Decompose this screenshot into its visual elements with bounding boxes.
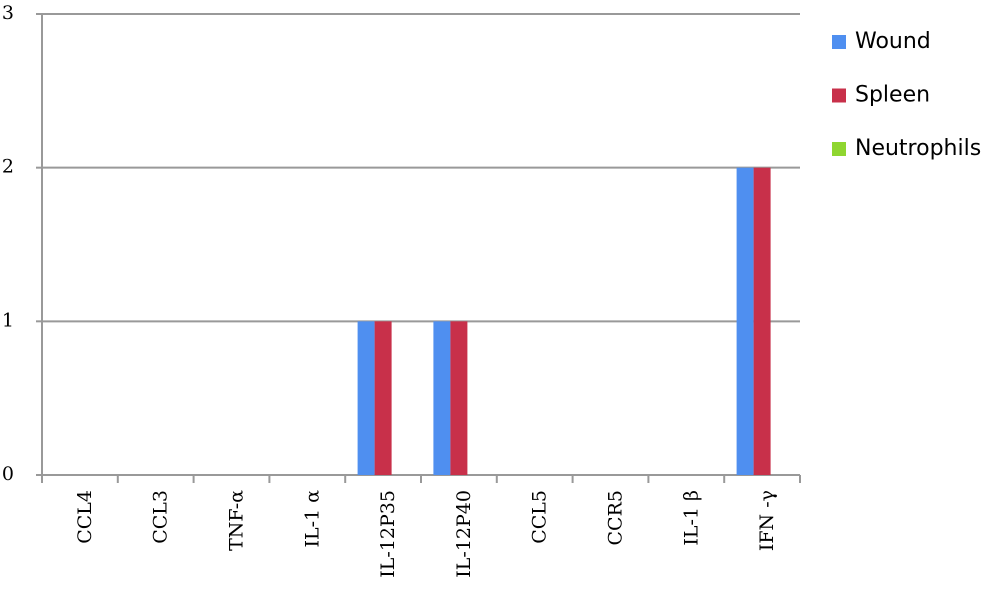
legend: Wound Spleen Neutrophils: [832, 29, 981, 161]
bar: [374, 321, 392, 475]
legend-label: Neutrophils: [855, 136, 981, 161]
bar: [357, 321, 375, 475]
legend-label: Spleen: [855, 83, 930, 108]
bar: [433, 321, 451, 475]
bar: [736, 167, 754, 475]
y-tick-label: 3: [2, 2, 14, 24]
x-tick-label: IFN -γ: [756, 490, 778, 551]
x-tick-label: CCL5: [529, 490, 551, 544]
y-tick-label: 0: [2, 463, 14, 485]
x-tick-label: CCL3: [150, 490, 172, 544]
x-tick-label: IL-12P40: [453, 490, 475, 578]
bar: [753, 167, 771, 475]
legend-swatch: [832, 142, 846, 156]
x-tick-label: IL-1 α: [301, 490, 323, 548]
y-tick-label: 2: [2, 156, 14, 178]
x-tick-label: IL-1 β: [680, 490, 702, 546]
legend-label: Wound: [855, 29, 931, 54]
bar: [450, 321, 468, 475]
x-tick-label: TNF-α: [226, 490, 248, 551]
y-tick-label: 1: [2, 309, 14, 331]
x-tick-label: IL-12P35: [377, 490, 399, 578]
x-tick-label: CCR5: [605, 490, 627, 545]
legend-swatch: [832, 35, 846, 49]
legend-swatch: [832, 88, 846, 103]
x-tick-label: CCL4: [74, 490, 96, 544]
